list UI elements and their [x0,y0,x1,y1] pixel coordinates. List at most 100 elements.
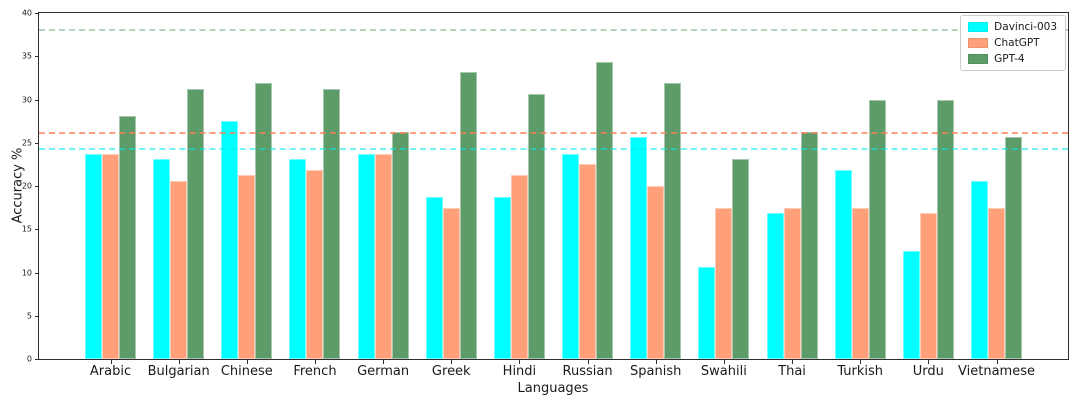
bar-davinci-003-arabic [85,153,102,359]
y-tick-mark [35,142,39,144]
bar-gpt-4-thai [800,131,818,359]
bar-gpt-4-swahili [732,158,750,359]
baseline-gpt-4 [39,29,1068,32]
bar-group-turkish [834,13,886,359]
x-tick-label-arabic: Arabic [89,364,132,379]
bar-davinci-003-spanish [630,137,648,359]
x-tick-label-chinese: Chinese [220,364,273,379]
x-tick-mark [587,360,589,364]
legend-row: Davinci-003 [968,21,1057,33]
bar-group-urdu [902,13,954,359]
bar-chatgpt-turkish [851,207,869,359]
baseline-davinci-003 [39,148,1068,151]
x-tick-mark [860,360,862,364]
bar-gpt-4-greek [459,72,477,359]
x-tick-mark [110,360,112,364]
x-tick-label-swahili: Swahili [700,364,747,379]
bar-gpt-4-french [323,88,341,359]
bar-chatgpt-thai [783,207,801,359]
legend-label: ChatGPT [994,37,1040,49]
y-tick-mark [35,272,39,274]
x-tick-label-german: German [357,364,410,379]
legend-swatch-icon [968,54,989,64]
bar-chatgpt-urdu [919,213,937,359]
bar-gpt-4-vietnamese [1005,137,1022,359]
legend-swatch-icon [968,38,989,48]
y-tick-mark [35,13,39,14]
x-tick-mark [519,360,521,364]
bar-davinci-003-russian [562,153,580,359]
y-tick-label: 20 [21,181,32,191]
bar-group-spanish [630,13,682,359]
bar-davinci-003-thai [766,213,784,359]
legend-label: GPT-4 [994,53,1025,65]
x-tick-label-greek: Greek [431,364,471,379]
bar-davinci-003-vietnamese [971,180,988,359]
bar-davinci-003-greek [425,196,443,359]
bar-group-swahili [698,13,750,359]
bar-group-bulgarian [153,13,205,359]
x-tick-label-urdu: Urdu [912,364,944,379]
x-tick-mark [928,360,930,364]
bar-chatgpt-vietnamese [988,207,1005,359]
bar-davinci-003-hindi [493,196,511,359]
bar-chatgpt-french [306,169,324,359]
bar-group-arabic [85,13,136,359]
y-tick-label: 5 [26,311,32,321]
x-tick-mark [314,360,316,364]
y-tick-label: 35 [21,51,32,61]
x-tick-label-vietnamese: Vietnamese [958,364,1035,379]
y-tick-label: 15 [21,224,32,234]
bar-gpt-4-chinese [255,83,273,359]
bar-davinci-003-german [357,153,375,359]
bar-gpt-4-turkish [868,99,886,359]
x-tick-label-russian: Russian [562,364,613,379]
bar-group-chinese [221,13,273,359]
y-tick-mark [35,186,39,187]
x-tick-label-bulgarian: Bulgarian [147,364,210,379]
x-tick-mark [246,360,248,364]
bar-group-french [289,13,341,359]
bar-davinci-003-chinese [221,121,239,359]
y-tick-mark [35,99,39,101]
bar-chatgpt-hindi [510,175,528,359]
legend-row: GPT-4 [968,53,1057,65]
y-tick-label: 0 [26,354,32,364]
bar-davinci-003-urdu [902,250,920,359]
y-tick-mark [35,56,39,58]
baseline-chatgpt [39,131,1068,134]
bar-chatgpt-german [374,153,392,359]
bar-group-german [357,13,409,359]
bar-davinci-003-swahili [698,267,716,359]
y-tick-mark [35,359,39,360]
bar-chatgpt-russian [579,164,597,359]
bar-gpt-4-russian [596,61,614,359]
x-tick-mark [178,360,180,364]
x-tick-mark [383,360,385,364]
bar-chatgpt-swahili [715,207,733,359]
y-tick-label: 30 [21,95,32,104]
bar-group-hindi [493,13,545,359]
bar-gpt-4-hindi [527,94,545,359]
y-tick-label: 40 [21,8,32,18]
bar-gpt-4-german [391,131,409,359]
bar-davinci-003-french [289,158,307,359]
x-tick-label-french: French [293,364,337,379]
bar-davinci-003-turkish [834,169,852,359]
x-tick-mark [655,360,657,364]
legend-swatch-icon [968,22,989,32]
x-tick-mark [723,360,725,364]
x-tick-label-hindi: Hindi [502,364,537,379]
x-tick-label-thai: Thai [778,364,806,379]
x-tick-mark [792,360,794,364]
bar-gpt-4-spanish [664,83,682,359]
bar-gpt-4-bulgarian [187,88,205,359]
bar-group-greek [425,13,477,359]
bar-gpt-4-arabic [119,115,136,359]
bar-group-vietnamese [971,13,1022,359]
legend: Davinci-003 ChatGPT GPT-4 [960,15,1066,71]
bar-gpt-4-urdu [936,99,954,359]
y-tick-mark [35,315,39,317]
x-tick-label-spanish: Spanish [630,364,682,379]
